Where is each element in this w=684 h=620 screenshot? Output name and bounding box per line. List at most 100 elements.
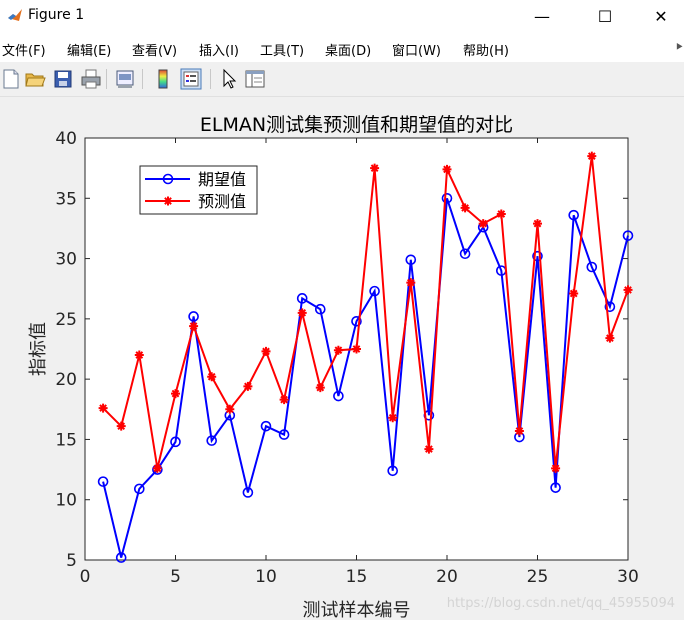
pointer-icon[interactable] [218,68,240,90]
menubar-overflow-icon[interactable]: ⯈ [674,40,684,54]
data-point-circle [369,285,380,297]
toolbar-separator [210,69,211,89]
data-point-circle [622,230,634,241]
data-point-circle [134,483,145,495]
data-point-circle [314,303,326,315]
toolbar-separator [106,69,107,89]
matlab-logo-icon [8,9,22,21]
data-point-star [98,403,108,413]
new-file-icon[interactable] [0,68,22,90]
data-point-star [171,389,180,399]
maximize-button[interactable]: ☐ [582,0,628,32]
data-point-star [189,321,199,331]
data-point-circle [278,429,290,440]
colorbar-icon[interactable] [152,68,174,90]
data-point-circle [170,436,181,448]
data-point-star [551,463,561,473]
series-line-2 [102,155,629,469]
legend-icon[interactable] [180,68,202,90]
menu-tools[interactable]: 工具(T) [260,44,305,59]
data-point-circle [532,250,543,262]
x-tick-label: 30 [617,567,639,587]
title-bar: Figure 1 — ☐ ✕ [0,0,684,32]
property-editor-icon[interactable] [244,68,266,90]
data-point-star [297,308,307,318]
data-point-circle [586,261,598,273]
legend-marker-circle [162,173,174,185]
legend-label: 期望值 [198,170,246,189]
data-point-circle [441,192,453,204]
print-icon[interactable] [80,68,102,90]
data-point-circle [115,552,127,563]
data-point-star [605,333,615,343]
menu-view[interactable]: 查看(V) [132,44,178,59]
x-tick-label: 0 [80,567,91,587]
legend-marker-star [163,196,173,206]
menu-desktop[interactable]: 桌面(D) [325,44,372,59]
data-point-circle [351,315,362,327]
data-point-star [623,285,633,295]
data-point-star [406,278,416,288]
menu-window[interactable]: 窗口(W) [392,44,441,59]
data-point-star [442,164,452,174]
data-point-circle [550,482,561,493]
data-point-star [243,381,253,391]
data-point-circle [459,248,471,260]
data-point-star [225,404,235,414]
menu-file[interactable]: 文件(F) [2,44,46,59]
data-point-star [533,219,542,229]
data-point-star [478,219,488,229]
open-folder-icon[interactable] [24,68,46,90]
menu-help[interactable]: 帮助(H) [463,44,509,59]
chart-title: ELMAN测试集预测值和期望值的对比 [200,114,513,136]
toolbar [0,62,684,97]
y-tick-label: 25 [55,310,77,330]
y-tick-label: 30 [55,250,77,270]
minimize-button[interactable]: — [519,0,565,32]
x-tick-label: 5 [170,567,181,587]
data-point-circle [188,311,199,322]
data-point-star [152,463,162,473]
x-tick-label: 25 [527,567,549,587]
toolbar-separator [142,69,143,89]
data-point-circle [260,420,272,432]
data-point-circle [568,209,580,221]
y-tick-label: 35 [55,189,77,209]
data-point-star [333,345,343,355]
figure-canvas: 0 5 10 15 20 25 30 5 10 15 20 25 30 35 40 ELMAN测试集预测值和… [0,97,684,620]
data-point-circle [242,487,254,498]
menu-bar: 文件(F) 编辑(E) 查看(V) 插入(I) 工具(T) 桌面(D) 窗口(W… [0,32,684,62]
close-icon: ✕ [654,6,668,26]
data-point-star [460,203,470,213]
menu-insert[interactable]: 插入(I) [199,44,239,59]
print-preview-icon[interactable] [114,68,136,90]
minimize-icon: — [534,6,550,26]
x-tick-label: 10 [255,567,277,587]
data-point-star [496,209,506,219]
x-axis-label: 测试样本编号 [303,600,411,620]
data-point-star [424,444,434,454]
y-tick-label: 10 [55,491,77,511]
window-title: Figure 1 [28,7,85,23]
menu-edit[interactable]: 编辑(E) [67,44,112,59]
y-tick-label: 20 [55,370,77,390]
data-point-star [388,413,398,423]
legend-label: 预测值 [198,192,246,211]
legend-box [139,165,258,215]
y-tick-label: 15 [55,430,77,450]
close-button[interactable]: ✕ [638,0,684,32]
data-point-star [279,395,289,405]
y-axis-label: 指标值 [28,322,49,376]
data-point-star [352,344,361,354]
data-point-star [514,426,524,436]
data-point-star [569,289,579,299]
data-point-circle [97,476,109,487]
save-icon[interactable] [52,68,74,90]
data-point-star [207,372,217,382]
maximize-icon: ☐ [597,6,613,26]
y-tick-label: 40 [55,129,77,149]
data-point-star [587,151,597,161]
y-tick-label: 5 [66,551,77,571]
